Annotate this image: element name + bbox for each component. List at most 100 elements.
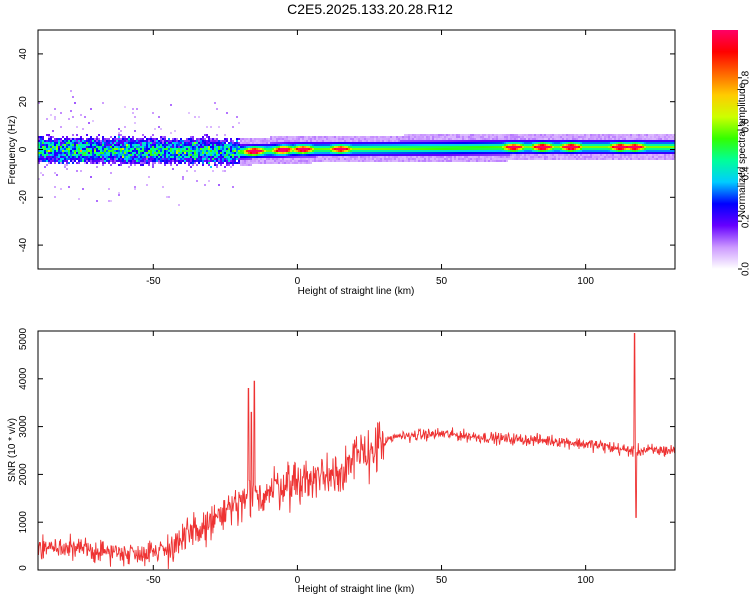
heatmap-cell xyxy=(150,156,152,158)
heatmap-cell xyxy=(304,162,306,164)
heatmap-cell xyxy=(272,136,274,138)
heatmap-cell xyxy=(110,148,112,150)
heatmap-cell xyxy=(284,156,286,158)
heatmap-cell xyxy=(90,144,92,146)
heatmap-cell xyxy=(578,158,580,160)
heatmap-cell xyxy=(190,156,192,158)
heatmap-cell xyxy=(190,136,192,138)
heatmap-cell xyxy=(410,140,412,142)
heatmap-cell xyxy=(318,156,320,158)
heatmap-cell xyxy=(346,150,348,152)
heatmap-cell xyxy=(194,160,196,162)
heatmap-cell xyxy=(50,160,52,162)
heatmap-cell xyxy=(606,148,608,150)
heatmap-cell xyxy=(624,136,626,138)
heatmap-cell xyxy=(166,146,168,148)
heatmap-cell xyxy=(158,142,160,144)
heatmap-cell xyxy=(590,150,592,152)
heatmap-cell xyxy=(146,156,148,158)
heatmap-cell xyxy=(280,154,282,156)
heatmap-cell xyxy=(216,166,218,168)
heatmap-cell xyxy=(212,148,214,150)
heatmap-cell xyxy=(444,154,446,156)
heatmap-cell xyxy=(506,154,508,156)
heatmap-cell xyxy=(184,148,186,150)
heatmap-cell xyxy=(450,138,452,140)
heatmap-cell xyxy=(246,152,248,154)
heatmap-cell xyxy=(254,158,256,160)
heatmap-cell xyxy=(414,152,416,154)
heatmap-cell xyxy=(332,146,334,148)
heatmap-cell xyxy=(188,164,190,166)
heatmap-cell xyxy=(344,146,346,148)
heatmap-cell xyxy=(154,146,156,148)
heatmap-cell xyxy=(556,146,558,148)
heatmap-cell xyxy=(550,138,552,140)
heatmap-cell xyxy=(404,154,406,156)
heatmap-cell xyxy=(134,130,136,132)
heatmap-cell xyxy=(316,158,318,160)
heatmap-cell xyxy=(218,160,220,162)
heatmap-cell xyxy=(158,126,160,128)
heatmap-cell xyxy=(516,146,518,148)
heatmap-cell xyxy=(56,152,58,154)
heatmap-cell xyxy=(74,156,76,158)
heatmap-cell xyxy=(56,158,58,160)
heatmap-cell xyxy=(134,186,136,188)
heatmap-cell xyxy=(442,152,444,154)
heatmap-cell xyxy=(70,152,72,154)
heatmap-cell xyxy=(192,162,194,164)
heatmap-cell xyxy=(640,158,642,160)
heatmap-cell xyxy=(532,148,534,150)
heatmap-cell xyxy=(78,162,80,164)
heatmap-cell xyxy=(360,144,362,146)
heatmap-cell xyxy=(306,160,308,162)
heatmap-cell xyxy=(634,156,636,158)
heatmap-cell xyxy=(226,156,228,158)
heatmap-cell xyxy=(636,144,638,146)
heatmap-cell xyxy=(544,156,546,158)
heatmap-cell xyxy=(328,154,330,156)
heatmap-cell xyxy=(424,156,426,158)
heatmap-cell xyxy=(130,160,132,162)
heatmap-cell xyxy=(640,140,642,142)
heatmap-cell xyxy=(488,160,490,162)
heatmap-cell xyxy=(202,150,204,152)
heatmap-cell xyxy=(128,150,130,152)
heatmap-cell xyxy=(660,142,662,144)
heatmap-cell xyxy=(426,134,428,136)
heatmap-cell xyxy=(316,160,318,162)
heatmap-cell xyxy=(124,146,126,148)
heatmap-cell xyxy=(206,148,208,150)
heatmap-cell xyxy=(298,158,300,160)
heatmap-cell xyxy=(48,160,50,162)
heatmap-cell xyxy=(252,162,254,164)
heatmap-cell xyxy=(198,156,200,158)
heatmap-cell xyxy=(552,138,554,140)
heatmap-cell xyxy=(110,136,112,138)
heatmap-cell xyxy=(498,160,500,162)
heatmap-cell xyxy=(336,136,338,138)
heatmap-cell xyxy=(306,140,308,142)
heatmap-cell xyxy=(584,148,586,150)
heatmap-cell xyxy=(176,142,178,144)
heatmap-cell xyxy=(516,154,518,156)
heatmap-cell xyxy=(518,138,520,140)
heatmap-cell xyxy=(122,142,124,144)
heatmap-cell xyxy=(116,142,118,144)
heatmap-cell xyxy=(540,154,542,156)
heatmap-cell xyxy=(274,162,276,164)
heatmap-cell xyxy=(522,154,524,156)
heatmap-xtick-label: 50 xyxy=(436,276,448,287)
heatmap-cell xyxy=(214,164,216,166)
heatmap-cell xyxy=(270,146,272,148)
heatmap-cell xyxy=(86,146,88,148)
heatmap-cell xyxy=(584,150,586,152)
heatmap-cell xyxy=(184,150,186,152)
heatmap-cell xyxy=(276,152,278,154)
heatmap-cell xyxy=(158,162,160,164)
heatmap-cell xyxy=(80,146,82,148)
snr-ytick-label: 2000 xyxy=(18,463,29,486)
heatmap-cell xyxy=(288,138,290,140)
